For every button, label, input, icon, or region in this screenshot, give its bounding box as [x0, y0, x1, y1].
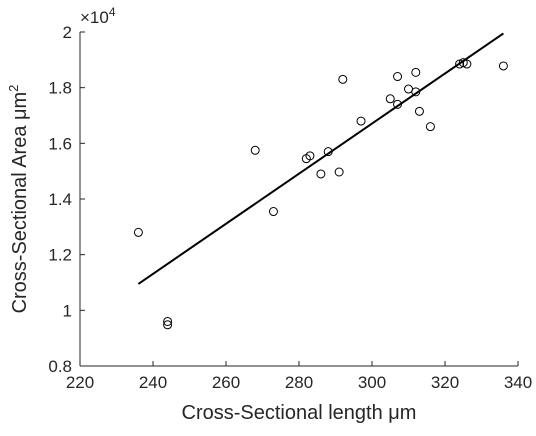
data-point [404, 84, 413, 94]
data-point [393, 72, 403, 82]
axes [79, 32, 518, 367]
y-tick-label: 0.8 [48, 357, 72, 376]
data-point [250, 145, 260, 155]
ticks: 220 240 260 280 300 320 340 0.8 1 1.2 1.4 1.6 1.8 2 [48, 23, 532, 392]
fit-line-group [137, 32, 504, 285]
data-point [316, 169, 326, 179]
x-tick-label: 300 [358, 373, 386, 392]
y-axis-multiplier: ×104 [80, 5, 116, 27]
data-point [425, 122, 435, 132]
data-point [338, 74, 348, 84]
data-point [323, 147, 333, 157]
data-point [356, 116, 366, 126]
data-point [393, 99, 403, 109]
x-tick-label: 260 [212, 373, 240, 392]
y-axis-label: Cross-Sectional Area μm2 [6, 85, 31, 314]
data-point [411, 67, 421, 77]
y-tick-label: 1.8 [48, 79, 72, 98]
data-point [268, 207, 278, 217]
y-tick-label: 2 [63, 23, 72, 42]
x-tick-label: 320 [431, 373, 459, 392]
data-point [163, 320, 173, 330]
y-tick-label: 1.6 [48, 134, 72, 153]
x-axis-label: Cross-Sectional length μm [182, 402, 417, 424]
data-points [133, 58, 508, 330]
data-point [462, 59, 472, 69]
data-point [133, 227, 143, 237]
data-point [385, 94, 395, 104]
data-point [498, 61, 508, 71]
x-tick-label: 240 [139, 373, 167, 392]
x-tick-label: 220 [66, 373, 94, 392]
data-point [414, 106, 424, 116]
fit-line [137, 32, 504, 285]
y-tick-label: 1.4 [48, 190, 72, 209]
x-tick-label: 340 [504, 373, 532, 392]
y-tick-label: 1 [63, 301, 72, 320]
y-tick-label: 1.2 [48, 246, 72, 265]
data-point [305, 151, 315, 161]
data-point [411, 87, 421, 97]
data-point [334, 167, 344, 177]
x-tick-label: 280 [285, 373, 313, 392]
data-point [163, 316, 173, 326]
